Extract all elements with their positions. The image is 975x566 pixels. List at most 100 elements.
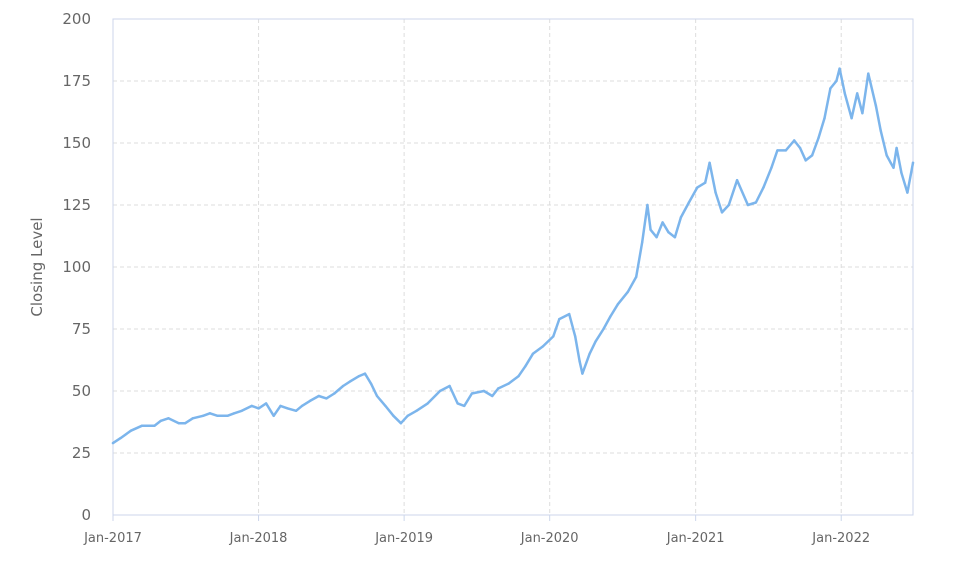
data-point: [191, 417, 194, 420]
data-point: [874, 104, 878, 108]
data-point: [363, 372, 367, 375]
data-point: [491, 394, 494, 398]
data-point: [226, 414, 229, 417]
x-tick-label: Jan-2020: [520, 531, 579, 546]
data-point: [704, 181, 707, 184]
data-point: [294, 409, 298, 412]
data-point: [208, 412, 212, 415]
data-point: [720, 211, 724, 214]
data-point: [581, 372, 584, 375]
data-point: [524, 365, 527, 368]
data-point: [609, 315, 612, 318]
data-point: [456, 402, 459, 405]
data-point: [119, 436, 122, 440]
data-point: [448, 384, 451, 388]
data-point: [497, 387, 500, 390]
plot-area-border: [112, 18, 914, 516]
y-axis-tick-labels: 0 25 50 75 100 125 150 175 200: [62, 10, 91, 524]
data-point: [140, 424, 144, 427]
data-point: [406, 414, 409, 417]
data-point: [889, 161, 892, 164]
data-point: [216, 414, 219, 417]
data-point: [649, 228, 652, 231]
data-point: [762, 186, 765, 189]
data-point: [661, 221, 664, 224]
data-point: [616, 303, 620, 306]
data-point: [594, 340, 597, 343]
data-point: [810, 154, 814, 157]
data-point: [714, 191, 717, 194]
data-point: [646, 203, 649, 207]
data-point: [727, 203, 730, 207]
series-line: [111, 67, 915, 445]
data-point: [240, 409, 243, 412]
data-point: [892, 166, 895, 169]
data-point: [673, 236, 677, 239]
data-point: [341, 384, 345, 388]
data-point: [784, 149, 787, 152]
data-point: [635, 275, 638, 279]
data-point: [167, 417, 170, 420]
data-point: [817, 136, 820, 140]
data-point: [426, 402, 429, 405]
data-point: [793, 139, 796, 142]
data-point: [415, 409, 418, 412]
data-point: [438, 389, 442, 393]
data-point: [568, 312, 571, 316]
data-point: [687, 201, 691, 204]
data-point: [770, 166, 773, 169]
data-point: [470, 392, 474, 395]
data-point: [838, 67, 841, 70]
x-tick-label: Jan-2019: [374, 531, 433, 546]
data-point: [823, 117, 826, 120]
data-point: [250, 404, 253, 408]
y-tick-label: 100: [62, 258, 91, 276]
data-point: [286, 407, 289, 410]
y-tick-label: 50: [72, 382, 91, 400]
y-tick-label: 75: [72, 320, 91, 338]
data-point: [177, 422, 180, 425]
data-point: [602, 327, 605, 331]
data-point: [111, 441, 115, 445]
data-point: [272, 414, 275, 417]
data-point: [349, 379, 352, 383]
x-tick-label: Jan-2018: [229, 531, 288, 546]
data-point: [856, 92, 859, 95]
data-point: [159, 419, 163, 422]
x-tick-label: Jan-2021: [666, 531, 725, 546]
data-point: [655, 236, 658, 239]
data-point: [369, 382, 373, 385]
y-tick-label: 200: [62, 10, 91, 28]
data-point: [357, 374, 361, 378]
data-point: [900, 171, 903, 174]
data-point: [879, 129, 882, 132]
data-point: [906, 191, 909, 194]
y-axis-title: Closing Level: [28, 217, 46, 316]
data-point: [541, 345, 545, 348]
data-point: [325, 397, 328, 400]
data-point: [129, 429, 133, 432]
data-point: [776, 149, 779, 152]
data-point: [696, 186, 699, 189]
data-point: [895, 146, 898, 150]
data-point: [861, 112, 864, 115]
data-point: [531, 352, 535, 355]
data-point: [574, 335, 577, 338]
x-tick-label: Jan-2022: [811, 531, 870, 546]
y-tick-label: 125: [62, 196, 91, 214]
data-point: [308, 399, 312, 403]
data-point: [552, 335, 555, 338]
data-point: [153, 424, 156, 427]
data-point: [679, 216, 683, 219]
data-point: [257, 407, 260, 410]
data-point: [482, 389, 486, 393]
data-point: [667, 231, 670, 234]
data-point: [399, 422, 403, 425]
data-point: [708, 161, 711, 164]
data-point: [233, 412, 236, 415]
data-point: [375, 394, 379, 398]
data-point: [850, 117, 853, 120]
data-point: [835, 79, 838, 83]
